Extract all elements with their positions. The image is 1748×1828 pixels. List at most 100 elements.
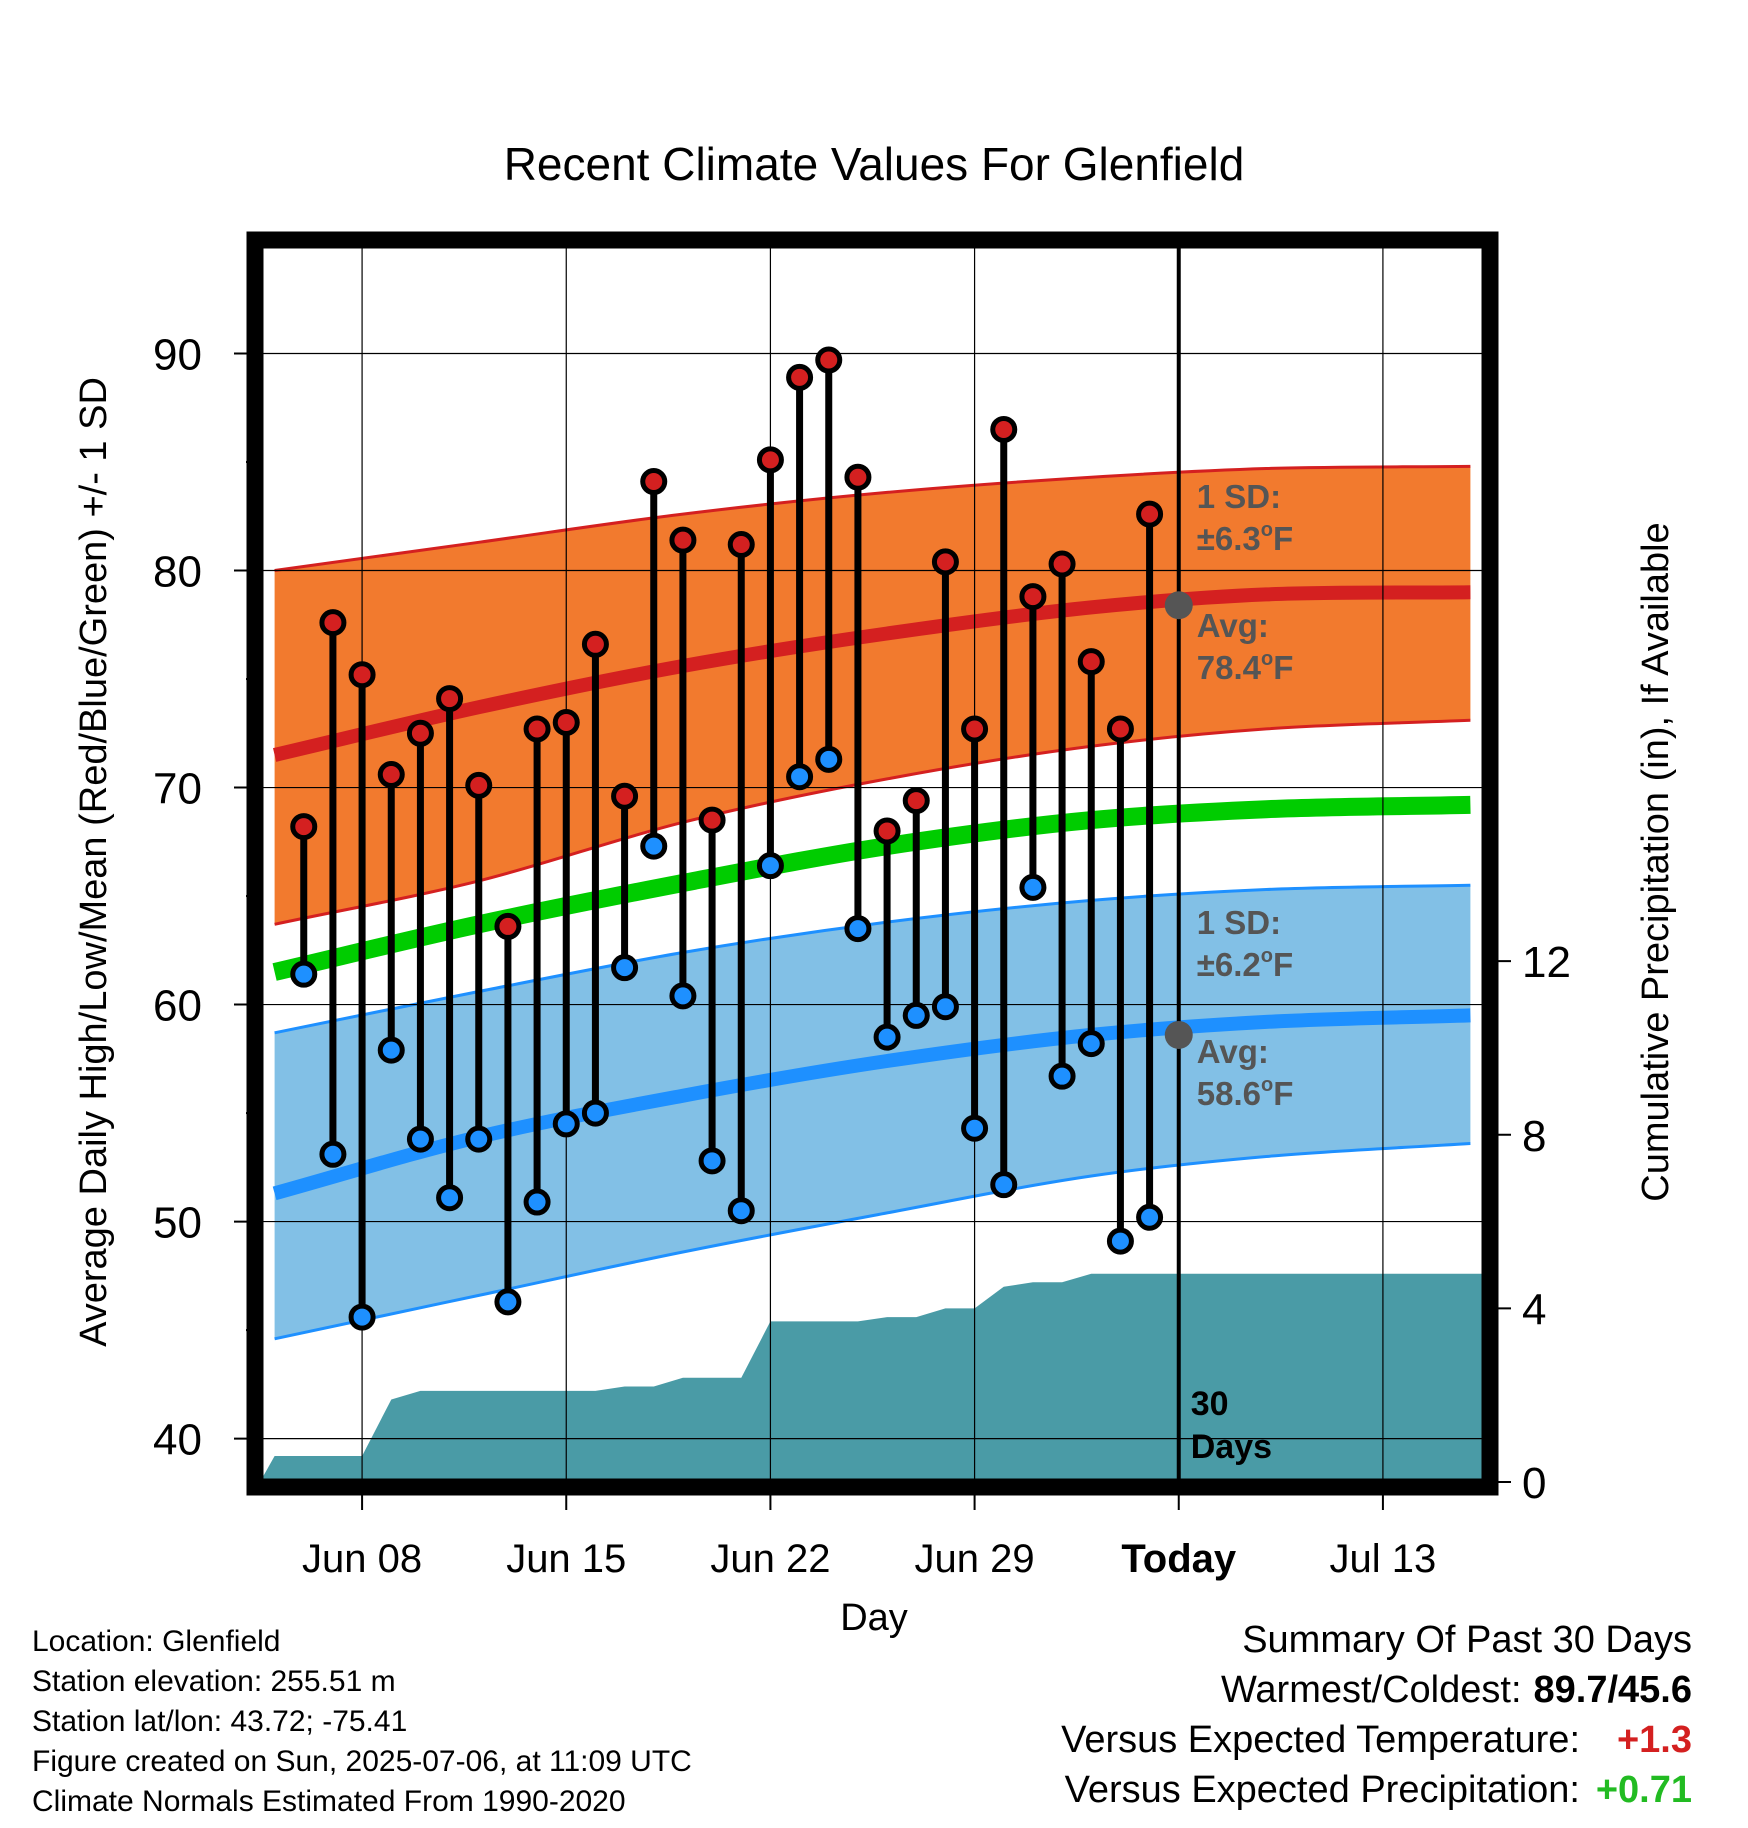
daily-low-point [1048, 1062, 1076, 1090]
x-tick-label: Today [1121, 1537, 1237, 1581]
unit-text: F [1273, 649, 1293, 686]
unit-text: F [1273, 1075, 1293, 1112]
x-tick-label: Jun 15 [506, 1537, 626, 1581]
created-text: Figure created on Sun, 2025-07-06, at 11… [32, 1745, 692, 1778]
daily-high-point [931, 548, 959, 576]
unit-text: F [1273, 520, 1293, 557]
high-avg-line [273, 585, 1471, 762]
daily-high-point [319, 609, 347, 637]
daily-high-point [727, 530, 755, 558]
daily-low-point [669, 982, 697, 1010]
latlon-text: Station lat/lon: 43.72; -75.41 [32, 1705, 408, 1738]
daily-low-point [1136, 1203, 1164, 1231]
elevation-text: Station elevation: 255.51 m [32, 1665, 396, 1698]
low-lower-line [274, 1142, 1471, 1341]
daily-high-point [552, 708, 580, 736]
daily-low-point [1019, 873, 1047, 901]
daily-low-point [523, 1188, 551, 1216]
daily-low-point [931, 993, 959, 1021]
daily-high-point [1019, 583, 1047, 611]
daily-low-point [1106, 1227, 1134, 1255]
y2-tick-label: 4 [1522, 1285, 1546, 1334]
daily-high-point [1048, 550, 1076, 578]
x-axis-label: Day [840, 1597, 908, 1639]
today-low-avg-marker [1164, 1020, 1193, 1049]
low-avg-value: 58.6oF [1197, 1074, 1294, 1112]
days-word-label: Days [1191, 1428, 1272, 1466]
daily-low-point [348, 1303, 376, 1331]
daily-high-point [436, 685, 464, 713]
precip-value: +0.71 [1595, 1769, 1692, 1811]
plot-frame [246, 231, 1499, 1496]
daily-high-point [844, 463, 872, 491]
high-upper-line [274, 464, 1471, 572]
warmest-value: 89.7/45.6 [1533, 1669, 1692, 1711]
daily-high-point [902, 787, 930, 815]
daily-low-point [465, 1125, 493, 1153]
today-high-avg-marker [1164, 591, 1193, 620]
y-tick-label: 70 [153, 765, 202, 814]
daily-high-point [640, 468, 668, 496]
daily-high-point [1106, 715, 1134, 743]
location-text: Location: Glenfield [32, 1625, 281, 1658]
low-sd-band [274, 885, 1471, 1339]
daily-low-point [406, 1125, 434, 1153]
daily-high-point [756, 446, 784, 474]
low-sd-value: ±6.2oF [1197, 945, 1293, 983]
precip-label: Versus Expected Precipitation: [1064, 1769, 1580, 1811]
daily-high-point [1136, 500, 1164, 528]
daily-low-point [290, 960, 318, 988]
daily-high-point [815, 346, 843, 374]
y-tick-label: 80 [153, 548, 202, 597]
daily-high-point [348, 661, 376, 689]
summary-warmest-row: Warmest/Coldest: 89.7/45.6 [1061, 1665, 1692, 1715]
degree-sign: o [1261, 945, 1273, 967]
y2-axis-label: Cumulative Precipitation (in), If Availa… [1635, 522, 1677, 1201]
x-tick-label: Jun 29 [915, 1537, 1035, 1581]
high-avg-label: Avg: [1197, 607, 1269, 644]
daily-low-point [786, 763, 814, 791]
daily-low-point [698, 1147, 726, 1175]
daily-high-point [494, 912, 522, 940]
precip-area [260, 1273, 1485, 1482]
x-tick-label: Jul 13 [1330, 1537, 1437, 1581]
y-tick-label: 90 [153, 331, 202, 380]
daily-low-point [844, 915, 872, 943]
daily-low-point [377, 1036, 405, 1064]
daily-high-point [406, 719, 434, 747]
low-sd-label: 1 SD: [1197, 904, 1281, 941]
daily-low-point [640, 832, 668, 860]
y-tick-label: 50 [153, 1199, 202, 1248]
low-avg-label: Avg: [1197, 1033, 1269, 1070]
summary-title: Summary Of Past 30 Days [1242, 1619, 1692, 1661]
daily-high-point [698, 806, 726, 834]
summary-temp-row: Versus Expected Temperature: +1.3 [1061, 1715, 1692, 1765]
daily-low-point [581, 1099, 609, 1127]
daily-high-point [523, 715, 551, 743]
y-tick-label: 40 [153, 1416, 202, 1465]
temp-label: Versus Expected Temperature: [1061, 1719, 1580, 1761]
summary-panel: Summary Of Past 30 Days Warmest/Coldest:… [1061, 1615, 1692, 1815]
x-tick-label: Jun 22 [710, 1537, 830, 1581]
summary-precip-row: Versus Expected Precipitation: +0.71 [1061, 1765, 1692, 1815]
daily-low-point [727, 1197, 755, 1225]
daily-high-point [873, 817, 901, 845]
y2-tick-label: 8 [1522, 1112, 1546, 1161]
daily-low-point [436, 1184, 464, 1212]
daily-low-point [1077, 1030, 1105, 1058]
y-tick-label: 60 [153, 982, 202, 1031]
daily-low-point [815, 745, 843, 773]
daily-high-point [377, 761, 405, 789]
daily-low-point [961, 1114, 989, 1142]
daily-high-point [786, 363, 814, 391]
y2-tick-label: 12 [1522, 938, 1571, 987]
plot-area [260, 245, 1485, 1482]
x-tick-label: Jun 08 [302, 1537, 422, 1581]
daily-low-point [552, 1110, 580, 1138]
normals-text: Climate Normals Estimated From 1990-2020 [32, 1785, 626, 1818]
daily-low-point [990, 1171, 1018, 1199]
chart-title: Recent Climate Values For Glenfield [504, 138, 1245, 190]
daily-high-point [290, 813, 318, 841]
y2-tick-label: 0 [1522, 1459, 1546, 1508]
